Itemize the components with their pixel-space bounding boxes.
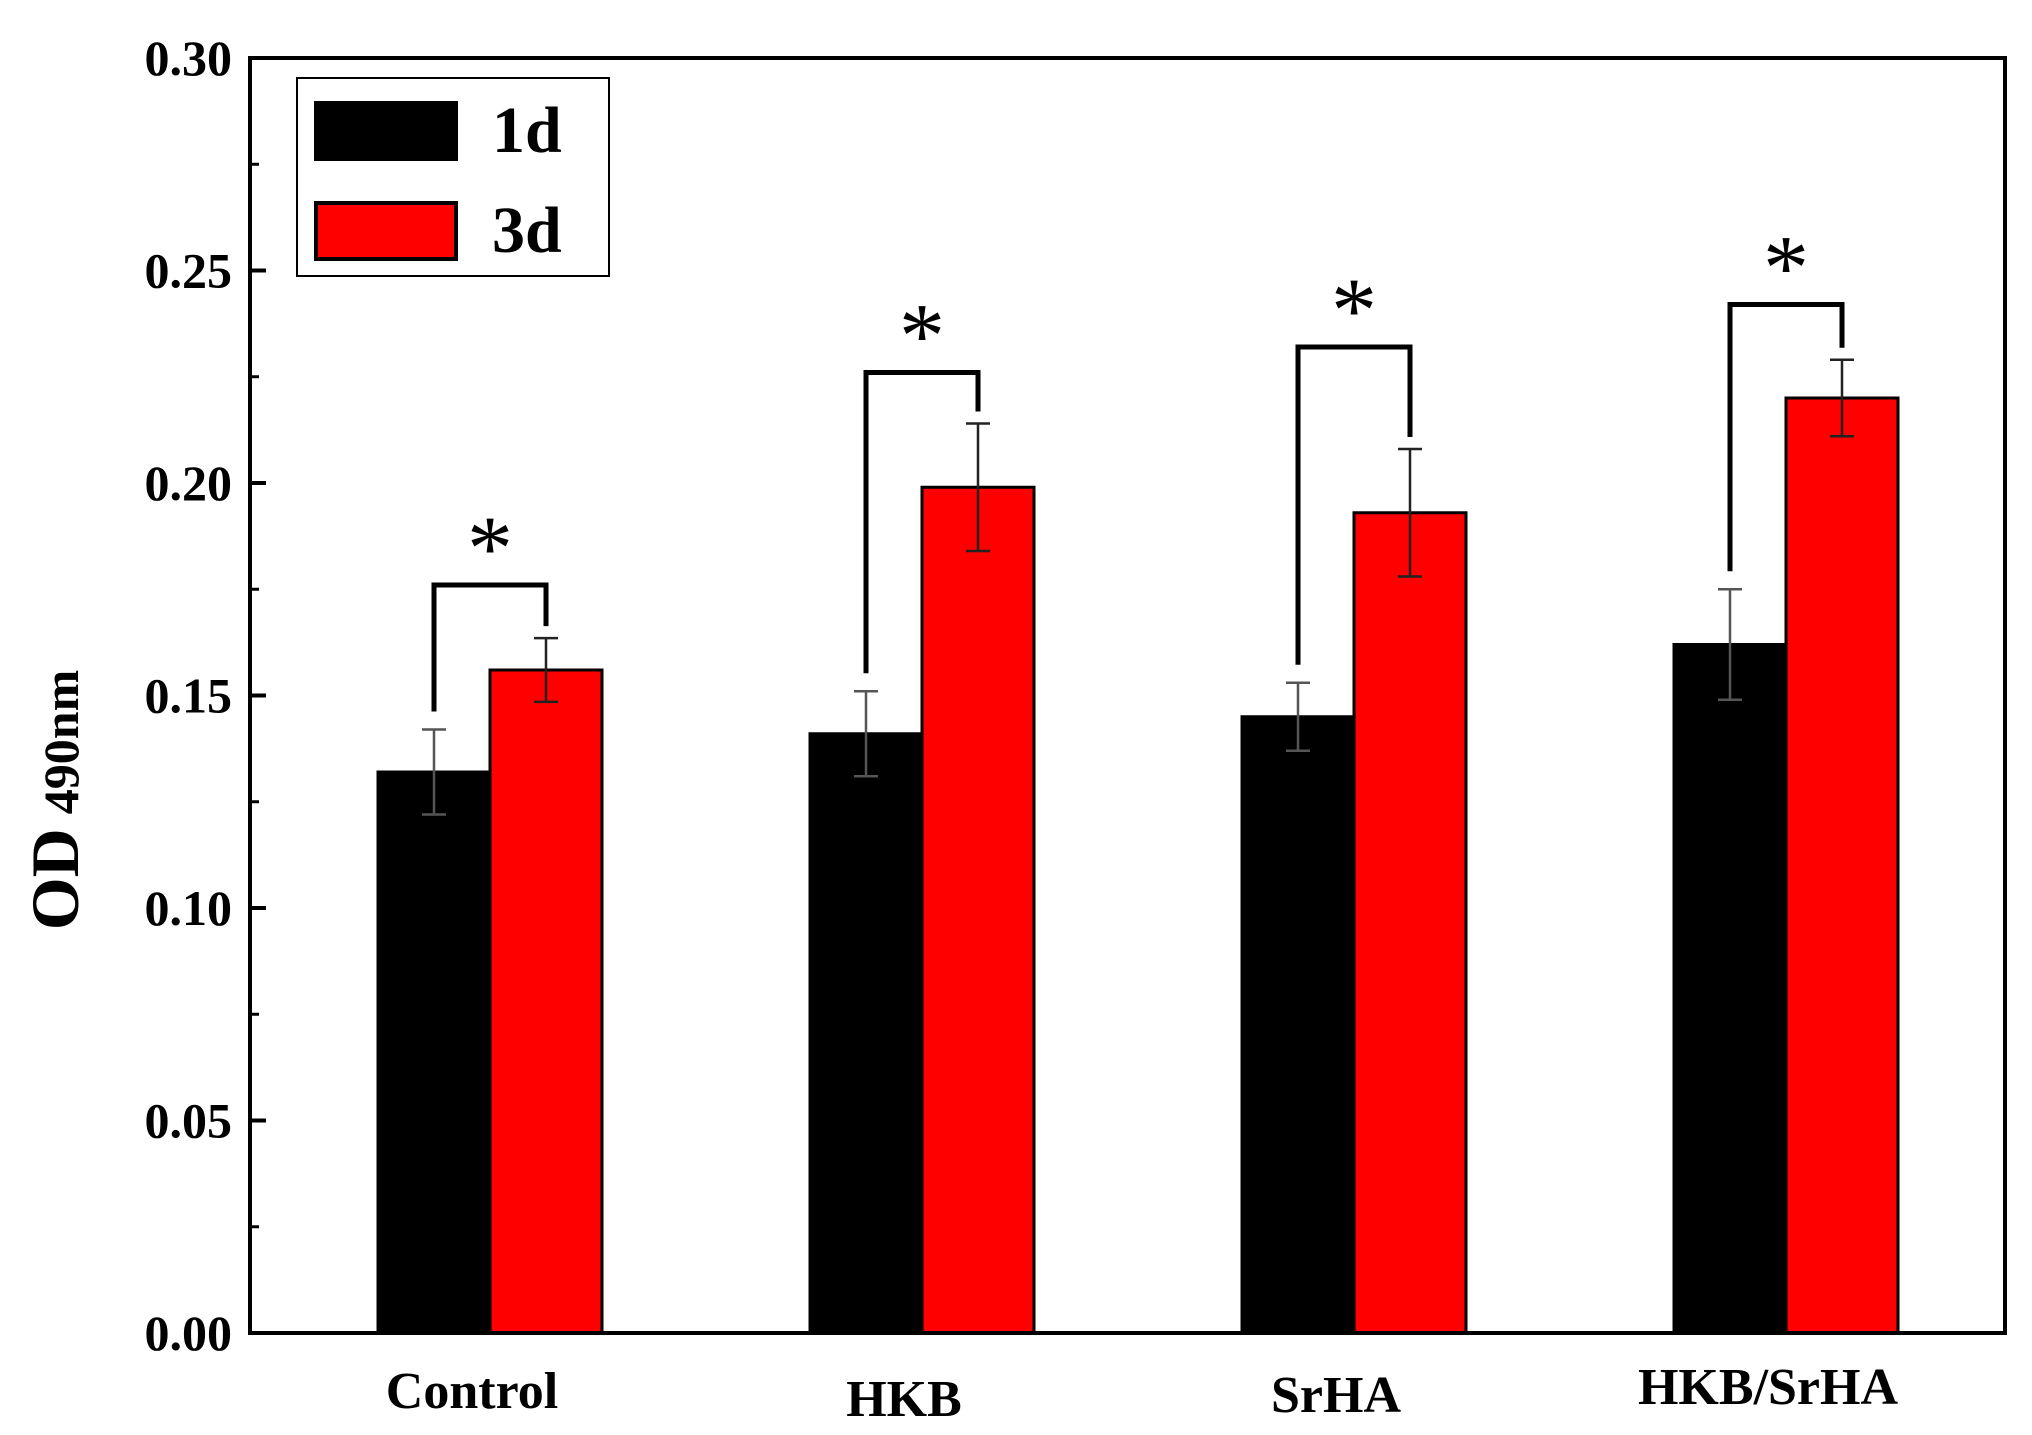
error-bar-3d-srha bbox=[1398, 447, 1422, 578]
error-bar-1d-hkb bbox=[854, 690, 878, 778]
y-axis-label: OD 490nm bbox=[17, 670, 93, 930]
bar-3d-srha bbox=[1352, 511, 1468, 1335]
significance-layer: * * * * bbox=[431, 217, 1845, 712]
error-bar-3d-hkb bbox=[966, 422, 990, 553]
x-axis: Control HKB SrHA HKB/SrHA bbox=[386, 1321, 1898, 1428]
bar-1d-hkb-srha bbox=[1672, 643, 1788, 1335]
legend-swatch-1d bbox=[314, 101, 458, 161]
significance-marker: * bbox=[1763, 217, 1809, 319]
legend-label-1d: 1d bbox=[492, 94, 562, 167]
y-axis-title-sub: 490nm bbox=[33, 670, 89, 814]
significance-marker: * bbox=[899, 285, 945, 387]
bar-3d-control bbox=[488, 668, 604, 1335]
y-axis-title: OD 490nm bbox=[17, 670, 93, 930]
legend-swatch-3d bbox=[314, 201, 458, 261]
y-tick-label: 0.20 bbox=[145, 455, 233, 511]
significance-bracket-line bbox=[431, 582, 549, 712]
error-bar-1d-control bbox=[422, 728, 446, 816]
x-tick-label: HKB/SrHA bbox=[1638, 1359, 1898, 1416]
bars-layer bbox=[376, 396, 1900, 1335]
error-bar-1d-srha bbox=[1286, 681, 1310, 752]
legend-label-3d: 3d bbox=[492, 194, 562, 267]
y-tick-label: 0.15 bbox=[145, 668, 233, 724]
significance-marker: * bbox=[1331, 259, 1377, 361]
x-tick-label: SrHA bbox=[1271, 1367, 1401, 1424]
y-tick-label: 0.10 bbox=[145, 880, 233, 936]
significance-bracket-line bbox=[1295, 344, 1413, 665]
error-bar-3d-hkb-srha bbox=[1830, 358, 1854, 438]
error-bar-3d-control bbox=[534, 636, 558, 704]
y-tick-label: 0.25 bbox=[145, 243, 233, 299]
error-bar-1d-hkb-srha bbox=[1718, 588, 1742, 701]
bar-3d-hkb bbox=[920, 485, 1036, 1335]
y-axis-title-main: OD bbox=[17, 828, 93, 930]
significance-bracket-hkb-srha: * bbox=[1727, 217, 1845, 572]
significance-bracket-line bbox=[1727, 302, 1845, 572]
significance-bracket-line bbox=[863, 370, 981, 674]
significance-bracket-hkb: * bbox=[863, 285, 981, 674]
bar-3d-hkb-srha bbox=[1784, 396, 1900, 1335]
error-bars-layer bbox=[422, 358, 1854, 816]
y-tick-label: 0.30 bbox=[145, 30, 233, 86]
bar-1d-hkb bbox=[808, 732, 924, 1335]
y-tick-label: 0.00 bbox=[145, 1305, 233, 1361]
x-tick-label: Control bbox=[386, 1363, 558, 1420]
significance-bracket-control: * bbox=[431, 497, 549, 712]
significance-bracket-srha: * bbox=[1295, 259, 1413, 665]
y-tick-label: 0.05 bbox=[145, 1093, 233, 1149]
bar-1d-srha bbox=[1240, 715, 1356, 1335]
x-tick-label: HKB bbox=[846, 1371, 962, 1428]
bar-1d-control bbox=[376, 770, 492, 1335]
significance-marker: * bbox=[467, 497, 513, 599]
y-axis: 0.00 0.05 0.10 0.15 0.20 0.25 0.30 bbox=[145, 30, 266, 1361]
